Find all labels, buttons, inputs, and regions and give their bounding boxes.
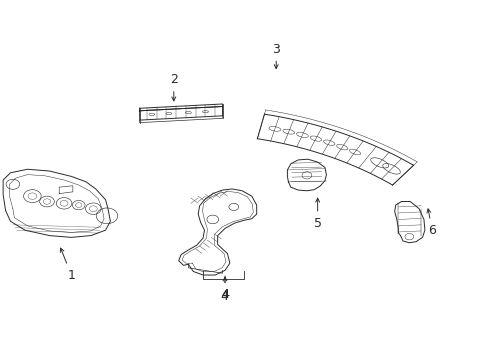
Text: 3: 3 (272, 42, 280, 68)
Text: 4: 4 (220, 290, 227, 303)
Text: 4: 4 (221, 277, 228, 301)
Text: 2: 2 (169, 73, 177, 101)
Text: 6: 6 (426, 209, 435, 237)
Text: 1: 1 (60, 248, 75, 282)
Text: 5: 5 (313, 198, 321, 230)
Text: 4: 4 (221, 276, 228, 301)
